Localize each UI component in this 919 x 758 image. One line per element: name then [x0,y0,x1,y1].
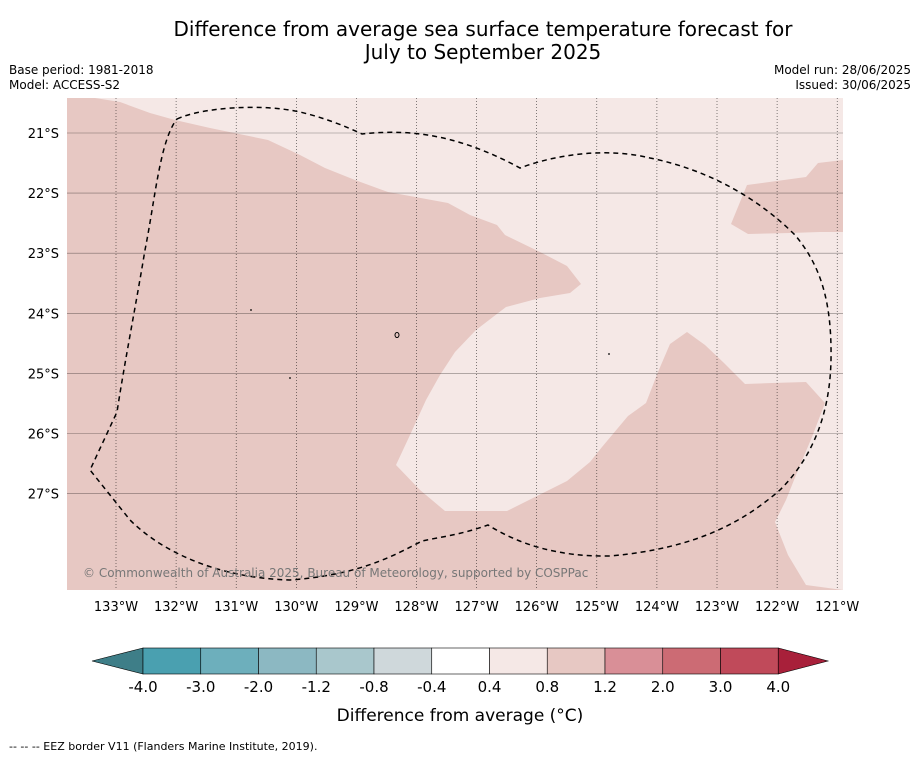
colorbar-bin [373,647,433,675]
longitude-tick-label: 123°W [695,600,739,615]
colorbar-tick-label: -0.8 [359,678,388,696]
model-run-text: Model run: 28/06/2025 [773,63,911,77]
issued-text: Issued: 30/06/2025 [795,78,911,92]
longitude-tick-label: 129°W [334,600,378,615]
colorbar-extend-high [777,647,830,675]
latitude-tick-label: 26°S [28,428,59,443]
colorbar-bin [142,647,202,675]
colorbar-tick-label: 4.0 [766,678,790,696]
colorbar-tick-label: -4.0 [128,678,157,696]
colorbar-label: Difference from average (°C) [337,706,584,726]
colorbar-tick-label: 2.0 [651,678,675,696]
longitude-tick-label: 132°W [154,600,198,615]
anomaly-region-northeast [731,160,843,234]
eez-border [89,106,832,581]
colorbar-bin [604,647,664,675]
colorbar-extend-low [91,647,144,675]
island-marker [250,309,252,311]
colorbar-bin [489,647,548,675]
longitude-tick-label: 125°W [575,600,619,615]
latitude-tick-label: 22°S [28,187,59,202]
colorbar-bin [200,647,259,675]
graticule [67,98,843,590]
colorbar [91,647,830,675]
latitude-tick-label: 24°S [28,307,59,322]
colorbar-tick-label: -3.0 [186,678,215,696]
copyright-text: © Commonwealth of Australia 2025, Bureau… [83,566,588,580]
colorbar-tick-label: 0.8 [535,678,559,696]
colorbar-bin [315,647,375,675]
longitude-tick-label: 127°W [455,600,499,615]
colorbar-tick-label: 0.4 [478,678,502,696]
longitude-tick-label: 133°W [94,600,138,615]
island-marker [289,377,291,379]
colorbar-bin [258,647,317,675]
longitude-tick-label: 121°W [815,600,859,615]
latitude-tick-label: 21°S [28,127,59,142]
colorbar-bin [546,647,606,675]
longitude-tick-label: 130°W [274,600,318,615]
colorbar-bin [662,647,721,675]
colorbar-tick-label: 1.2 [593,678,617,696]
anomaly-region-main [67,98,843,590]
colorbar-tick-label: 3.0 [709,678,733,696]
colorbar-tick-label: -1.2 [302,678,331,696]
chart-title: Difference from average sea surface temp… [0,18,919,64]
model-text: Model: ACCESS-S2 [9,78,121,92]
colorbar-bin [431,647,490,675]
map-area: © Commonwealth of Australia 2025, Bureau… [67,98,843,590]
island-marker [394,332,400,338]
eez-footnote: -- -- -- EEZ border V11 (Flanders Marine… [9,740,318,753]
latitude-labels: 21°S 22°S 23°S 24°S 25°S 26°S 27°S [28,127,59,503]
latitude-tick-label: 27°S [28,488,59,503]
colorbar-bin [720,647,779,675]
colorbar-tick-labels: -4.0 -3.0 -2.0 -1.2 -0.8 -0.4 0.4 0.8 1.2 2.0 3.0 4… [128,678,790,696]
longitude-tick-label: 124°W [635,600,679,615]
longitude-tick-label: 131°W [214,600,258,615]
meta-right: Model run: 28/06/2025 Issued: 30/06/2025 [774,63,911,93]
title-line-2: July to September 2025 [364,40,602,64]
longitude-labels: 133°W 132°W 131°W 130°W 129°W 128°W 127°W 126°W… [94,600,860,615]
latitude-tick-label: 25°S [28,367,59,382]
title-line-1: Difference from average sea surface temp… [173,17,793,41]
colorbar-tick-label: -2.0 [244,678,273,696]
longitude-tick-label: 126°W [515,600,559,615]
longitude-tick-label: 128°W [394,600,438,615]
meta-left: Base period: 1981-2018 Model: ACCESS-S2 [9,63,154,93]
longitude-tick-label: 122°W [755,600,799,615]
base-period-text: Base period: 1981-2018 [9,63,154,77]
island-marker [608,353,610,355]
latitude-tick-label: 23°S [28,247,59,262]
colorbar-tick-label: -0.4 [417,678,446,696]
